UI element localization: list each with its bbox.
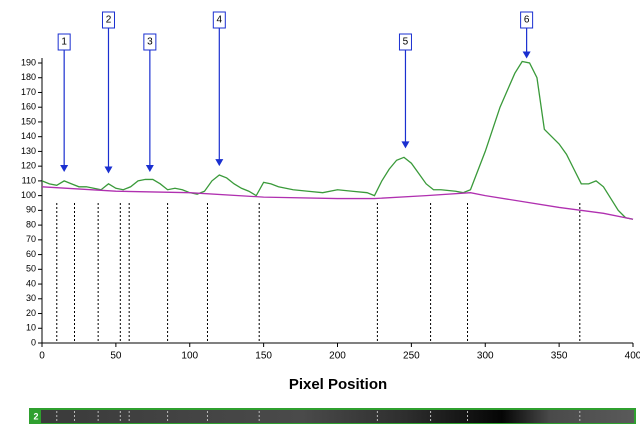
y-tick-label: 90: [26, 205, 36, 215]
y-tick-label: 180: [21, 72, 36, 82]
y-tick-label: 50: [26, 264, 36, 274]
x-tick-label: 200: [329, 351, 346, 362]
annotation-label: 5: [403, 37, 409, 48]
chart: Pixel Position 2 01020304050607080901001…: [0, 0, 640, 424]
annotation-label: 3: [147, 37, 153, 48]
arrow-head: [401, 141, 409, 148]
y-tick-label: 190: [21, 57, 36, 67]
x-tick-label: 0: [39, 351, 45, 362]
annotation-label: 1: [61, 37, 67, 48]
y-tick-label: 10: [26, 323, 36, 333]
y-tick-label: 120: [21, 161, 36, 171]
series-line: [42, 187, 633, 219]
y-tick-label: 100: [21, 190, 36, 200]
y-tick-label: 110: [22, 175, 36, 185]
x-tick-label: 150: [255, 351, 272, 362]
annotation-label: 6: [524, 15, 530, 26]
y-tick-label: 30: [26, 293, 36, 303]
y-tick-label: 150: [21, 116, 36, 126]
arrow-head: [104, 166, 112, 173]
arrow-head: [60, 165, 68, 172]
y-tick-label: 20: [26, 308, 36, 318]
y-tick-label: 60: [26, 249, 36, 259]
y-tick-label: 70: [26, 234, 36, 244]
annotation-label: 2: [106, 15, 112, 26]
arrow-head: [215, 159, 223, 166]
arrow-head: [523, 52, 531, 59]
y-tick-label: 130: [21, 146, 36, 156]
y-tick-label: 160: [21, 102, 36, 112]
y-tick-label: 140: [21, 131, 36, 141]
y-tick-label: 170: [21, 87, 36, 97]
x-tick-label: 400: [625, 351, 640, 362]
x-tick-label: 50: [110, 351, 122, 362]
x-tick-label: 250: [403, 351, 420, 362]
series-line: [42, 62, 633, 220]
page: {"chart_data": {"type": "line", "xlabel"…: [0, 0, 640, 424]
x-tick-label: 300: [477, 351, 494, 362]
y-tick-label: 80: [26, 219, 36, 229]
strip-label: 2: [33, 411, 38, 421]
x-axis-title: Pixel Position: [289, 376, 387, 393]
y-tick-label: 0: [31, 337, 36, 347]
x-tick-label: 100: [181, 351, 198, 362]
y-tick-label: 40: [26, 278, 36, 288]
x-tick-label: 350: [551, 351, 568, 362]
annotation-label: 4: [217, 15, 223, 26]
arrow-head: [146, 165, 154, 172]
